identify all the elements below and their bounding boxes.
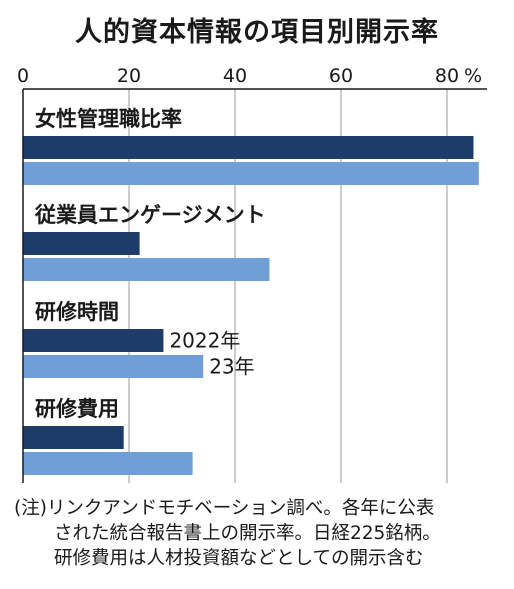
bar-2023	[23, 452, 193, 475]
x-tick-label: 60	[329, 65, 353, 87]
x-tick-label: 40	[223, 65, 247, 87]
footnote: (注)リンクアンドモチベーション調べ。各年に公表 された統合報告書上の開示率。日…	[14, 496, 504, 571]
x-tick-labels: 0 20 40 60 80%	[17, 65, 482, 87]
footnote-line-2: された統合報告書上の開示率。日経225銘柄。	[54, 523, 441, 544]
x-tick-label: 20	[117, 65, 141, 87]
series-label: 2022年	[169, 329, 240, 353]
x-tick-label: 0	[17, 65, 29, 87]
category-label: 研修費用	[35, 397, 119, 421]
footnote-line-3: 研修費用は人材投資額などとしての開示含む	[54, 548, 424, 569]
chart-title: 人的資本情報の項目別開示率	[75, 17, 439, 48]
x-tick-label: 80	[435, 65, 459, 87]
category-label: 研修時間	[35, 300, 119, 324]
category-label: 女性管理職比率	[35, 107, 182, 131]
category-label: 従業員エンゲージメント	[34, 203, 266, 227]
bar-2022	[23, 232, 140, 255]
bar-2023	[23, 258, 270, 281]
footnote-line-1: (注)リンクアンドモチベーション調べ。各年に公表	[14, 498, 435, 519]
bar-2023	[23, 162, 479, 185]
bar-2022	[23, 329, 164, 352]
bars	[23, 136, 479, 475]
bar-2023	[23, 355, 204, 378]
x-unit-label: %	[464, 65, 482, 87]
series-label: 23年	[209, 355, 254, 379]
bar-2022	[23, 136, 474, 159]
bar-2022	[23, 426, 124, 449]
